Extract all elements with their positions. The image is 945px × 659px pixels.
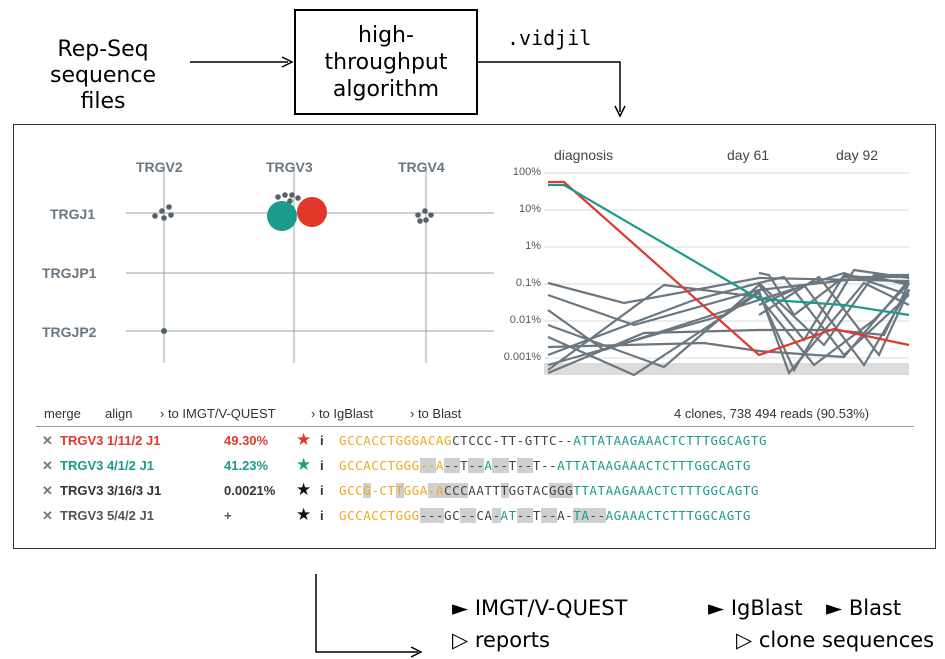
j-gene-label-3: TRGJP2 — [42, 324, 97, 340]
to-blast-link[interactable]: › to Blast — [410, 406, 462, 421]
algorithm-box: high- throughput algorithm — [294, 9, 478, 115]
star-icon[interactable]: ★ — [296, 430, 312, 449]
clone-dots-v4j1 — [415, 208, 434, 224]
clone-name: TRGV3 3/16/3 J1 — [60, 483, 162, 498]
toolbar-divider — [36, 426, 914, 427]
clone-sequence: GCCACCTGGGACAGCTCCC-TT-GTTC--ATTATAAGAAA… — [339, 433, 768, 448]
vj-grid — [126, 165, 494, 363]
igblast-output: ► IgBlast — [708, 596, 803, 620]
algorithm-line3: algorithm — [332, 76, 440, 102]
input-label-line1: Rep-Seq — [57, 37, 149, 62]
clone-name: TRGV3 4/1/2 J1 — [60, 458, 154, 473]
sample-label-day61[interactable]: day 61 — [727, 147, 770, 163]
j-gene-label-1: TRGJ1 — [50, 206, 96, 222]
flow-arrows — [190, 56, 626, 118]
clone-sequence: GCCG-CTTGGA-ACCCAATTTGGTACGGGTTATAAGAAAC… — [339, 483, 760, 498]
output-format-label: .vidjil — [507, 26, 592, 50]
remove-icon[interactable]: ✕ — [42, 458, 53, 473]
output-arrow — [315, 574, 423, 658]
v-gene-label-1: TRGV2 — [136, 159, 183, 175]
clone-sequences-output: ▷ clone sequences — [736, 628, 935, 652]
clone-name: TRGV3 1/11/2 J1 — [60, 433, 161, 448]
remove-icon[interactable]: ✕ — [42, 483, 53, 498]
input-label: Rep-Seq sequence files — [28, 37, 178, 115]
clone-sequence: GCCACCTGGG--A--T--A--T--T--ATTATAAGAAACT… — [339, 458, 751, 473]
to-igblast-link[interactable]: › to IgBlast — [311, 406, 374, 421]
clone-dots-v3j1 — [275, 192, 301, 204]
timeline-graph — [544, 172, 910, 377]
align-button[interactable]: align — [105, 406, 133, 421]
red-clone-bubble[interactable] — [297, 197, 327, 227]
algorithm-line1: high- — [358, 22, 414, 48]
reports-output: ▷ reports — [452, 628, 550, 652]
y-tick-0-1: 0.1% — [515, 277, 541, 289]
clone-list: ✕ TRGV3 1/11/2 J1 49.30% ★ i GCCACCTGGGA… — [34, 430, 924, 531]
clone-summary: 4 clones, 738 494 reads (90.53%) — [674, 406, 870, 421]
red-clone-curve[interactable] — [548, 180, 910, 357]
info-icon[interactable]: i — [320, 483, 324, 498]
star-icon[interactable]: ★ — [296, 480, 312, 499]
sample-label-day92[interactable]: day 92 — [836, 147, 879, 163]
info-icon[interactable]: i — [320, 458, 324, 473]
algorithm-line2: throughput — [324, 49, 448, 75]
clone-dots-v2j1 — [152, 204, 174, 221]
clone-dot-v2jp2 — [161, 328, 167, 334]
merge-button[interactable]: merge — [44, 406, 81, 421]
clone-percent: + — [224, 508, 232, 523]
star-icon[interactable]: ★ — [296, 505, 312, 524]
v-gene-label-3: TRGV4 — [398, 159, 445, 175]
y-tick-1: 1% — [525, 240, 541, 252]
imgt-output: ► IMGT/V-QUEST — [452, 596, 628, 620]
teal-clone-bubble[interactable] — [267, 201, 297, 231]
teal-clone-curve[interactable] — [548, 183, 910, 317]
y-tick-10: 10% — [518, 203, 541, 215]
v-gene-label-2: TRGV3 — [266, 159, 313, 175]
input-label-line2: sequence files — [49, 63, 156, 114]
clone-name: TRGV3 5/4/2 J1 — [60, 508, 154, 523]
star-icon[interactable]: ★ — [296, 455, 312, 474]
remove-icon[interactable]: ✕ — [42, 433, 53, 448]
sample-label-diagnosis[interactable]: diagnosis — [554, 147, 614, 163]
j-gene-label-2: TRGJP1 — [42, 265, 97, 281]
clone-sequence: GCCACCTGGG---GC--CA-AT--T--A-TA--AGAAACT… — [339, 508, 751, 523]
clone-percent: 49.30% — [224, 433, 269, 448]
to-imgt-link[interactable]: › to IMGT/V-QUEST — [160, 406, 276, 421]
minor-clone-curves — [547, 268, 910, 377]
info-icon[interactable]: i — [320, 433, 324, 448]
y-tick-0-01: 0.01% — [509, 314, 541, 326]
y-tick-0-001: 0.001% — [503, 351, 541, 363]
info-icon[interactable]: i — [320, 508, 324, 523]
blast-output: ► Blast — [826, 596, 902, 620]
clone-percent: 0.0021% — [224, 483, 276, 498]
clone-percent: 41.23% — [224, 458, 269, 473]
y-tick-100: 100% — [512, 166, 541, 178]
remove-icon[interactable]: ✕ — [42, 508, 53, 523]
vidjil-screenshot: TRGV2 TRGV3 TRGV4 TRGJ1 TRGJP1 TRGJP2 di… — [13, 124, 936, 549]
